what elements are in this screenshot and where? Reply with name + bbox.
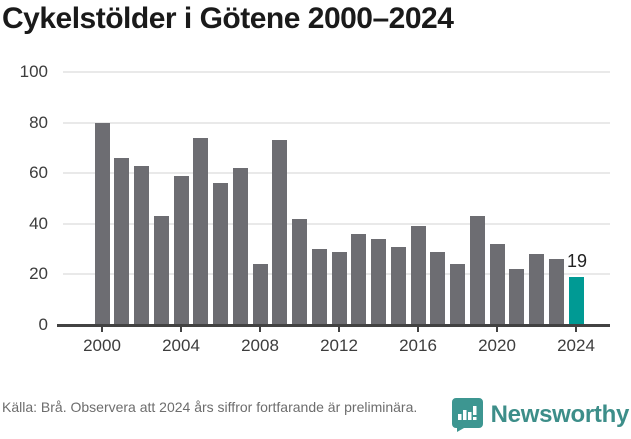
x-axis-tick bbox=[101, 327, 103, 332]
bar-2017 bbox=[430, 251, 446, 325]
brand-name: Newsworthy bbox=[490, 401, 630, 428]
y-tick-label: 60 bbox=[29, 163, 48, 183]
bar-2018 bbox=[450, 264, 465, 325]
y-tick-label: 80 bbox=[29, 112, 48, 132]
x-axis-tick bbox=[259, 327, 261, 332]
y-tick-label: 40 bbox=[29, 213, 48, 233]
bar-2000 bbox=[94, 122, 110, 325]
bar-2013 bbox=[351, 233, 367, 325]
bar-2014 bbox=[371, 238, 386, 325]
newsworthy-logo[interactable]: Newsworthy bbox=[451, 397, 630, 433]
chart-title: Cykelstölder i Götene 2000–2024 bbox=[2, 2, 454, 35]
gridline bbox=[63, 71, 610, 73]
x-axis-tick bbox=[496, 327, 498, 332]
bar-2003 bbox=[153, 216, 169, 325]
bar-2024 bbox=[568, 276, 584, 325]
x-tick-label: 2024 bbox=[557, 336, 595, 355]
bar-chart-speech-bubble-icon bbox=[451, 398, 483, 432]
x-axis-tick bbox=[575, 327, 577, 332]
bar-2008 bbox=[252, 264, 268, 325]
bar-2010 bbox=[292, 218, 307, 325]
bar-2021 bbox=[509, 269, 525, 325]
y-tick-label: 0 bbox=[38, 315, 48, 334]
bar-2020 bbox=[489, 244, 505, 325]
x-axis-tick bbox=[180, 327, 182, 332]
x-tick-label: 2004 bbox=[162, 336, 200, 355]
bar-2007 bbox=[232, 168, 248, 325]
x-tick-label: 2016 bbox=[399, 336, 437, 355]
y-tick-label: 20 bbox=[29, 264, 48, 284]
bar-2002 bbox=[134, 165, 149, 325]
gridline bbox=[63, 222, 610, 225]
value-label: 19 bbox=[566, 250, 588, 271]
x-axis-line bbox=[57, 324, 610, 327]
x-axis-tick bbox=[338, 327, 340, 332]
bar-2001 bbox=[114, 158, 130, 325]
x-tick-label: 2000 bbox=[83, 336, 121, 355]
bar-2009 bbox=[272, 140, 288, 325]
bar-2022 bbox=[529, 254, 544, 325]
bar-2023 bbox=[548, 259, 564, 325]
bar-2016 bbox=[410, 226, 426, 325]
gridline bbox=[63, 172, 610, 175]
bar-2004 bbox=[173, 175, 189, 325]
y-tick-label: 100 bbox=[19, 62, 48, 81]
chart-footer: Källa: Brå. Observera att 2024 års siffr… bbox=[2, 397, 631, 437]
bar-2005 bbox=[193, 137, 209, 325]
x-tick-label: 2008 bbox=[241, 336, 279, 355]
x-axis-tick bbox=[417, 327, 419, 332]
x-tick-label: 2012 bbox=[320, 336, 358, 355]
bar-2011 bbox=[311, 249, 327, 325]
bar-2019 bbox=[469, 216, 485, 325]
x-tick-label: 2020 bbox=[478, 336, 516, 355]
gridline bbox=[63, 121, 610, 124]
bar-2012 bbox=[331, 251, 347, 325]
bar-2006 bbox=[213, 183, 228, 325]
source-note: Källa: Brå. Observera att 2024 års siffr… bbox=[2, 399, 418, 415]
plot-area: 19 bbox=[63, 72, 610, 325]
bar-2015 bbox=[390, 246, 406, 325]
